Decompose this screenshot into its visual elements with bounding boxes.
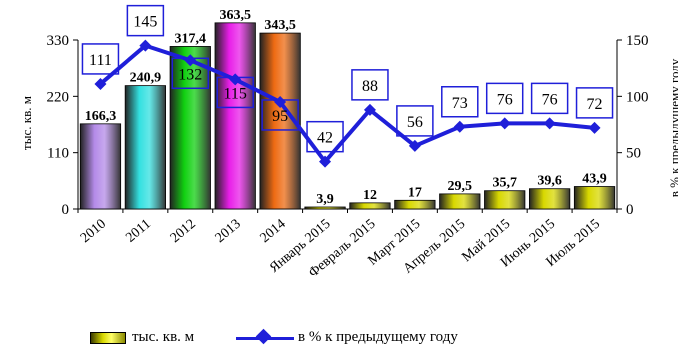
line-data-label: 145: [133, 14, 157, 31]
line-label-box: [396, 105, 434, 137]
line-point: [543, 117, 556, 130]
x-tick-label: 2010: [78, 217, 109, 246]
y-tick-label: 330: [47, 33, 70, 49]
bar: [573, 186, 616, 210]
line-data-label: 72: [587, 96, 603, 113]
bar-data-label: 317,4: [175, 31, 207, 46]
bar-data-label: 240,9: [130, 71, 162, 86]
legend-bar-swatch: [90, 332, 126, 344]
y2-tick-label: 100: [626, 89, 649, 105]
y-tick-label: 220: [47, 89, 70, 105]
bar-data-label: 3,9: [316, 192, 334, 207]
bar: [79, 123, 122, 210]
line-data-label: 76: [497, 91, 513, 108]
y2-tick-label: 150: [626, 33, 649, 49]
line-label-box: [306, 120, 344, 153]
line-data-label: 76: [542, 91, 558, 108]
line-label-box: [261, 99, 299, 131]
bar: [529, 188, 571, 210]
y2-tick-label: 0: [626, 202, 634, 218]
bar-data-label: 17: [408, 185, 422, 200]
line-label-box: [485, 82, 524, 115]
bar-data-label: 35,7: [492, 176, 517, 191]
line-point: [498, 117, 511, 130]
line-series: 111 145 132 115 95 42 88 56 73 76 76 72: [81, 4, 614, 168]
bar-series: 166,3 240,9 317,4 363,5 343,5 3,9 12 17 29,5 35,7…: [79, 8, 616, 210]
line-label-box: [530, 82, 569, 115]
line-point: [229, 73, 242, 86]
bar: [124, 85, 166, 210]
legend-line-label: в % к предыдущему году: [298, 329, 458, 345]
line-point: [319, 155, 332, 168]
line-point: [184, 54, 197, 67]
bar-data-label: 39,6: [537, 174, 562, 189]
bar: [394, 199, 436, 210]
y-tick-label: 0: [62, 202, 70, 218]
x-tick-label: 2011: [123, 217, 154, 246]
bar: [439, 193, 481, 210]
line-data-label: 115: [224, 85, 247, 102]
line-label-box: [575, 87, 614, 119]
line-data-label: 132: [178, 66, 202, 83]
bar-data-label: 363,5: [219, 8, 251, 23]
y-tick-label: 110: [47, 146, 69, 162]
bar-data-label: 343,5: [264, 18, 296, 33]
y2-axis-label: в % к предыдущему году: [667, 58, 678, 198]
x-tick-label: 2014: [258, 217, 289, 246]
line-label-box: [351, 69, 389, 101]
line-data-label: 42: [317, 130, 333, 147]
line-label-box: [171, 57, 210, 90]
bar-data-label: 12: [363, 188, 377, 203]
bar: [349, 202, 391, 210]
bar: [214, 22, 256, 210]
bar-data-label: 166,3: [85, 109, 117, 124]
line-data-label: 56: [407, 114, 423, 131]
line-label-box: [441, 86, 479, 118]
line-point: [588, 121, 601, 134]
line-point: [408, 139, 421, 152]
x-tick-label: 2012: [168, 217, 199, 246]
y-axis-label: тыс. кв. м: [19, 96, 34, 150]
bar: [484, 190, 526, 210]
line-label-box: [216, 76, 254, 109]
line-data-label: 111: [89, 52, 112, 69]
x-tick-label: 2013: [213, 217, 244, 246]
bar: [304, 206, 346, 210]
line-point: [139, 39, 152, 52]
line-point: [274, 95, 287, 108]
line-data-label: 73: [452, 95, 468, 112]
line-data-label: 95: [272, 108, 288, 125]
legend-bar-label: тыс. кв. м: [132, 329, 195, 345]
line-label-box: [81, 43, 120, 75]
line-point: [453, 120, 466, 133]
bar-data-label: 43,9: [582, 172, 607, 187]
bar: [169, 46, 211, 210]
bar-data-label: 29,5: [448, 179, 473, 194]
y2-tick-label: 50: [626, 146, 641, 162]
line-label-box: [126, 4, 165, 37]
line-point: [94, 77, 107, 90]
line-data-label: 88: [362, 78, 378, 95]
line-point: [363, 103, 376, 116]
